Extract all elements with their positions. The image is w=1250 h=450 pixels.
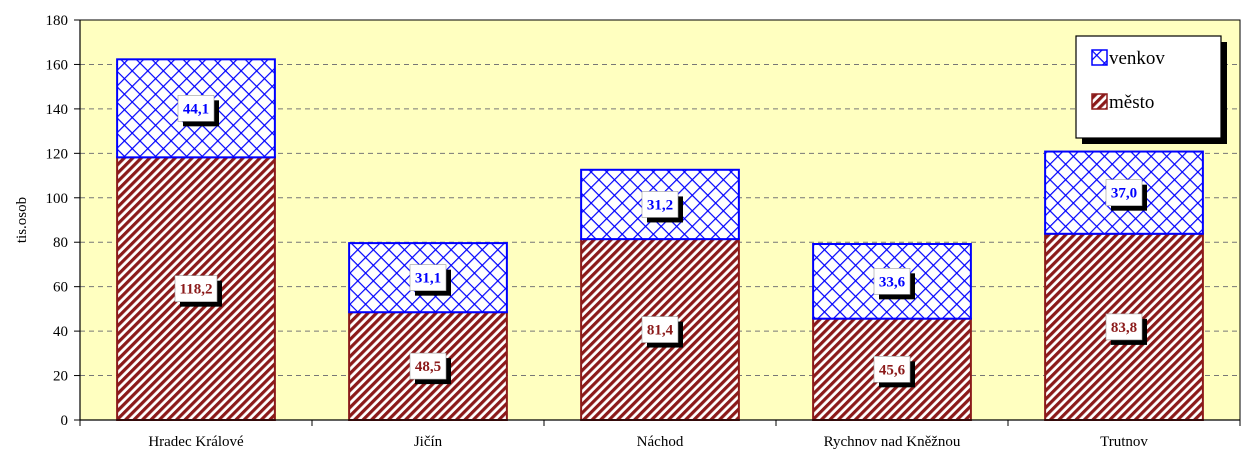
data-label-box bbox=[641, 316, 679, 343]
y-tick-label: 0 bbox=[61, 413, 69, 429]
y-tick-label: 180 bbox=[46, 13, 69, 29]
data-label: 37,0 bbox=[1111, 186, 1137, 202]
data-label-box bbox=[174, 275, 218, 302]
data-label: 118,2 bbox=[180, 282, 213, 298]
data-label: 44,1 bbox=[183, 101, 209, 117]
x-tick-label: Jičín bbox=[414, 434, 443, 450]
y-tick-label: 160 bbox=[46, 57, 69, 73]
data-label-box bbox=[1105, 179, 1143, 206]
y-tick-label: 140 bbox=[46, 102, 69, 118]
legend-swatch-mesto bbox=[1091, 93, 1108, 110]
data-label-box bbox=[873, 356, 911, 383]
data-label-box bbox=[1105, 313, 1143, 341]
legend-swatch-venkov bbox=[1091, 49, 1108, 66]
data-label-box bbox=[409, 264, 447, 291]
x-tick-label: Rychnov nad Kněžnou bbox=[824, 434, 961, 450]
data-label: 48,5 bbox=[415, 359, 441, 375]
axes: 0 20 40 60 80 100 120 140 160 180 Hradec Králové Ji… bbox=[46, 13, 1241, 450]
data-label-box bbox=[177, 95, 215, 122]
data-label: 81,4 bbox=[647, 323, 674, 339]
y-tick-label: 120 bbox=[46, 146, 69, 162]
data-label-box bbox=[873, 268, 911, 295]
data-label-box bbox=[641, 191, 679, 218]
y-axis-title: tis.osob bbox=[14, 197, 30, 243]
data-label-box bbox=[409, 352, 447, 380]
data-labels: 118,2 44,1 48,5 31,1 81,4 31,2 45,6 33,6 83,8 37,… bbox=[174, 95, 1147, 388]
legend: venkov město bbox=[1075, 35, 1227, 144]
data-label: 33,6 bbox=[879, 274, 906, 290]
legend-label-mesto: město bbox=[1109, 92, 1154, 113]
y-tick-label: 80 bbox=[53, 235, 68, 251]
x-tick-label: Trutnov bbox=[1100, 434, 1148, 450]
bar-segment-venkov bbox=[812, 243, 972, 320]
data-label: 83,8 bbox=[1111, 320, 1137, 336]
y-tick-label: 60 bbox=[53, 280, 68, 296]
y-tick-label: 20 bbox=[53, 369, 68, 385]
y-tick-label: 100 bbox=[46, 191, 69, 207]
y-tick-label: 40 bbox=[53, 324, 68, 340]
x-tick-label: Hradec Králové bbox=[148, 434, 244, 450]
x-tick-label: Náchod bbox=[637, 434, 684, 450]
data-label: 31,1 bbox=[415, 271, 441, 287]
data-label: 31,2 bbox=[647, 197, 673, 213]
data-label: 45,6 bbox=[879, 362, 906, 378]
legend-label-venkov: venkov bbox=[1109, 48, 1165, 69]
